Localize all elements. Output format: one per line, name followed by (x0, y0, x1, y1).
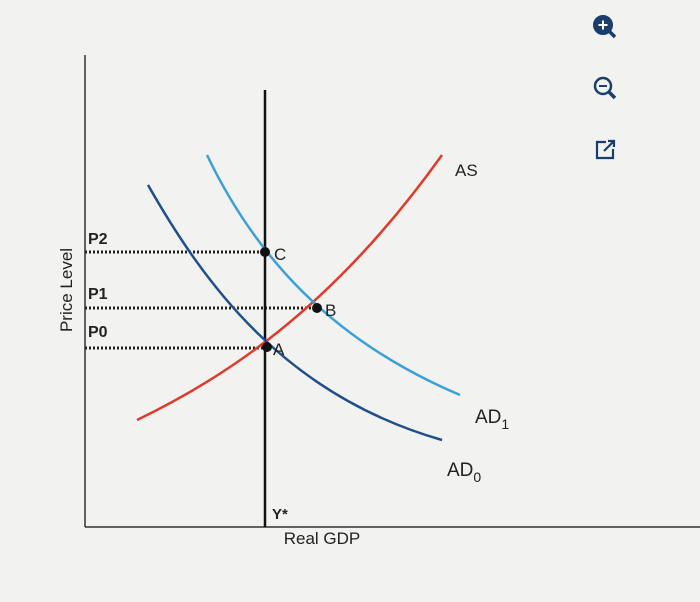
y-axis-label: Price Level (57, 248, 76, 332)
ad1-curve (205, 154, 461, 397)
point-label: B (325, 301, 336, 320)
external-arrow (603, 139, 616, 152)
external-box (595, 140, 615, 160)
ad1-label-main: AD (475, 407, 501, 428)
as-curve (136, 154, 444, 422)
point-label: C (274, 245, 286, 264)
zoom-in-handle (607, 29, 617, 39)
x-axis-label: Real GDP (284, 529, 361, 548)
price-label: P2 (88, 231, 108, 248)
point (312, 303, 322, 313)
open-external-button[interactable] (595, 139, 616, 160)
potential-output-label: Y* (272, 506, 288, 523)
ad1-label: AD1 (475, 407, 509, 432)
zoom-out-lens (593, 76, 613, 96)
ad0-label: AD0 (447, 460, 481, 485)
zoom-out-handle (607, 90, 617, 100)
price-label: P0 (88, 324, 108, 341)
ad1-label-sub: 1 (501, 416, 509, 432)
point-label: A (273, 340, 285, 359)
as-label: AS (455, 161, 478, 180)
zoom-out-button[interactable] (593, 76, 617, 100)
point (262, 342, 272, 352)
point (260, 247, 270, 257)
ad0-label-sub: 0 (473, 469, 481, 485)
ad0-curve (146, 184, 443, 442)
ad0-label-main: AD (447, 460, 473, 481)
price-label: P1 (88, 286, 108, 303)
zoom-in-button[interactable] (593, 15, 617, 39)
guide-lines (85, 250, 317, 350)
